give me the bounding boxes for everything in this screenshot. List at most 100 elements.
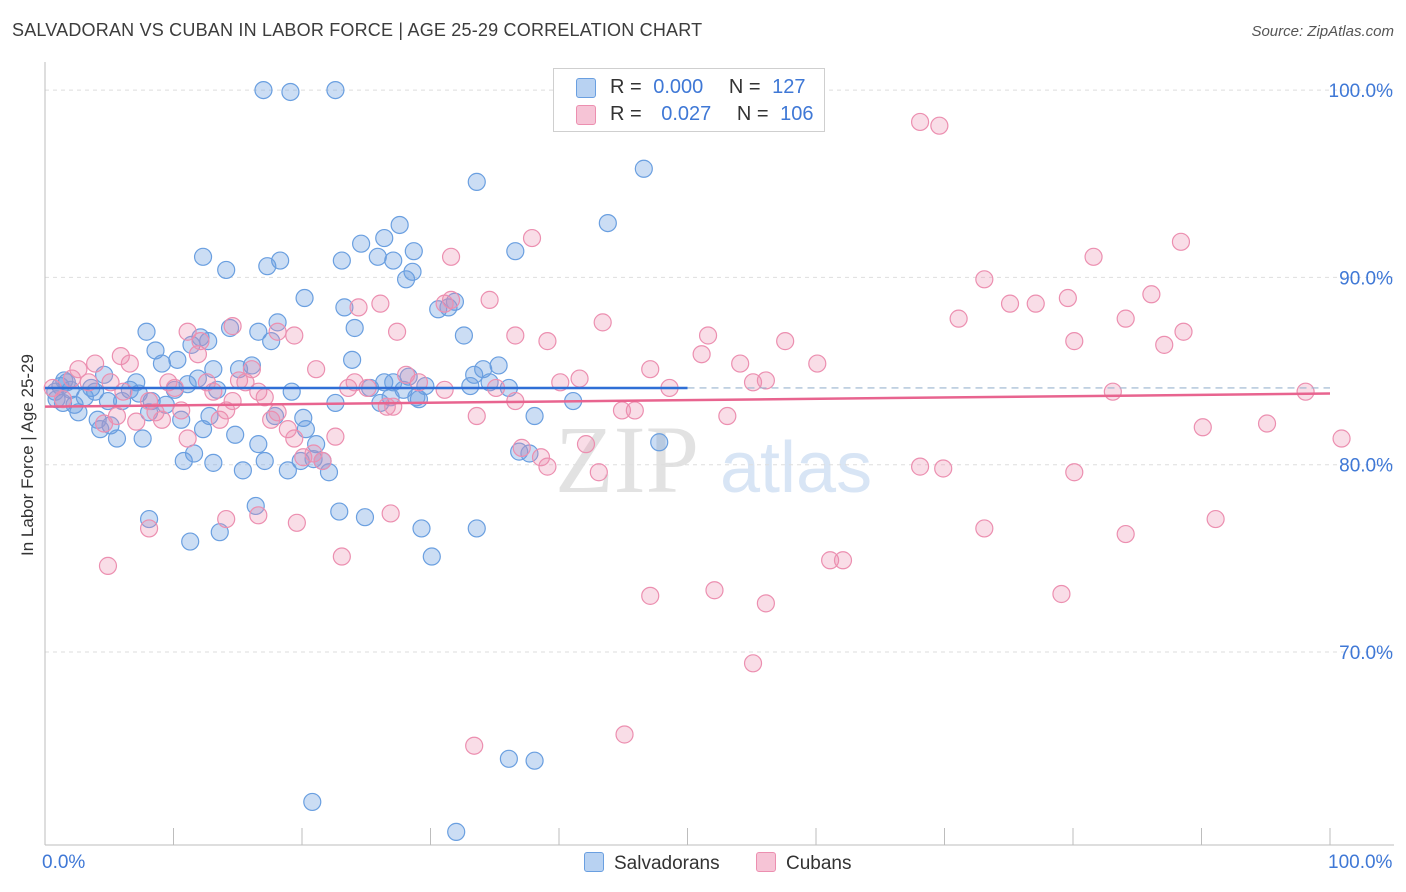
legend-r-salvadorans: 0.000 xyxy=(653,76,704,98)
point-salvadoran xyxy=(101,416,120,435)
point-salvadoran xyxy=(352,234,371,253)
point-cuban xyxy=(1116,309,1135,328)
legend-swatch-cubans xyxy=(576,105,596,125)
point-salvadoran xyxy=(355,508,375,527)
axes xyxy=(44,62,1394,846)
point-salvadoran xyxy=(506,242,525,261)
point-cuban xyxy=(1142,285,1161,304)
point-cuban xyxy=(210,410,229,429)
chart-title: SALVADORAN VS CUBAN IN LABOR FORCE | AGE… xyxy=(12,20,703,40)
point-cuban xyxy=(1084,247,1103,266)
point-salvadoran xyxy=(396,270,416,289)
point-salvadoran xyxy=(282,382,301,401)
point-cuban xyxy=(278,420,297,439)
point-salvadoran xyxy=(249,322,268,341)
trendline-cubans xyxy=(44,392,1331,408)
point-cuban xyxy=(615,725,634,744)
point-salvadoran xyxy=(139,509,159,529)
point-salvadoran xyxy=(168,350,187,369)
y-tick-label: 90.0% xyxy=(1339,268,1393,289)
legend-n-label: N = xyxy=(736,103,769,125)
point-salvadoran xyxy=(343,350,362,369)
point-cuban xyxy=(506,326,525,345)
legend-n-cubans: 106 xyxy=(780,103,814,125)
point-cuban xyxy=(204,382,223,401)
point-cuban xyxy=(152,410,172,429)
point-salvadoran xyxy=(172,410,191,429)
point-cuban xyxy=(441,290,461,309)
point-cuban xyxy=(191,332,210,351)
point-salvadoran xyxy=(217,260,236,280)
point-cuban xyxy=(120,354,139,373)
point-salvadoran xyxy=(489,356,508,375)
legend-n-salvadorans: 127 xyxy=(772,76,806,98)
point-salvadoran xyxy=(204,360,223,379)
point-salvadoran xyxy=(174,451,193,471)
point-cuban xyxy=(1000,294,1020,313)
point-cuban xyxy=(930,116,949,135)
y-tick-label: 70.0% xyxy=(1339,643,1393,664)
point-cuban xyxy=(1116,524,1135,544)
point-salvadoran xyxy=(454,326,474,345)
point-salvadoran xyxy=(474,360,493,379)
point-salvadoran xyxy=(107,429,127,448)
point-cuban xyxy=(625,401,644,420)
bottom-legend-cubans: Cubans xyxy=(756,852,852,875)
point-cuban xyxy=(285,429,304,448)
point-salvadoran xyxy=(404,242,423,261)
point-salvadoran xyxy=(525,751,544,770)
point-salvadoran xyxy=(193,420,213,439)
point-cuban xyxy=(441,247,461,266)
correlation-legend: R = 0.000 N = 127 R = 0.027 N = 106 xyxy=(553,68,825,132)
point-cuban xyxy=(692,345,711,364)
point-salvadoran xyxy=(181,532,200,551)
bottom-legend-label-salvadorans: Salvadorans xyxy=(614,853,720,874)
point-cuban xyxy=(114,382,133,401)
y-tick-label: 80.0% xyxy=(1339,456,1393,477)
point-cuban xyxy=(808,354,827,373)
point-salvadoran xyxy=(461,376,480,396)
bottom-legend-swatch-salvadorans xyxy=(584,852,604,872)
point-cuban xyxy=(1193,418,1212,437)
point-cuban xyxy=(223,391,242,411)
point-salvadoran xyxy=(294,408,313,428)
point-cuban xyxy=(285,326,304,345)
point-salvadoran xyxy=(467,172,486,191)
legend-r-label: R = xyxy=(610,103,642,125)
point-cuban xyxy=(1332,429,1351,448)
point-cuban xyxy=(1155,335,1174,354)
point-cuban xyxy=(371,294,390,313)
point-salvadoran xyxy=(127,373,146,392)
point-cuban xyxy=(1065,332,1084,351)
point-salvadoran xyxy=(330,502,349,521)
point-cuban xyxy=(146,403,165,422)
point-cuban xyxy=(465,736,484,755)
point-salvadoran xyxy=(634,159,653,178)
point-salvadoran xyxy=(368,247,387,266)
point-cuban xyxy=(756,371,775,390)
point-salvadoran xyxy=(200,406,219,426)
point-salvadoran xyxy=(254,80,273,100)
point-salvadoran xyxy=(650,433,669,452)
point-cuban xyxy=(313,451,332,471)
point-salvadoran xyxy=(281,82,300,102)
point-salvadoran xyxy=(184,444,204,463)
point-salvadoran xyxy=(422,547,441,566)
point-cuban xyxy=(294,448,313,467)
point-cuban xyxy=(705,581,724,600)
point-cuban xyxy=(98,556,118,575)
point-salvadoran xyxy=(295,288,314,308)
point-salvadoran xyxy=(204,453,223,472)
watermark-atlas: atlas xyxy=(720,428,872,508)
point-cuban xyxy=(217,401,236,420)
point-cuban xyxy=(641,586,660,605)
point-salvadoran xyxy=(375,228,394,248)
point-cuban xyxy=(512,438,531,457)
point-cuban xyxy=(384,397,403,416)
point-salvadoran xyxy=(193,247,213,266)
point-salvadoran xyxy=(268,313,287,332)
point-cuban xyxy=(731,354,750,373)
point-cuban xyxy=(242,360,261,379)
point-cuban xyxy=(349,298,368,317)
point-cuban xyxy=(480,290,499,309)
